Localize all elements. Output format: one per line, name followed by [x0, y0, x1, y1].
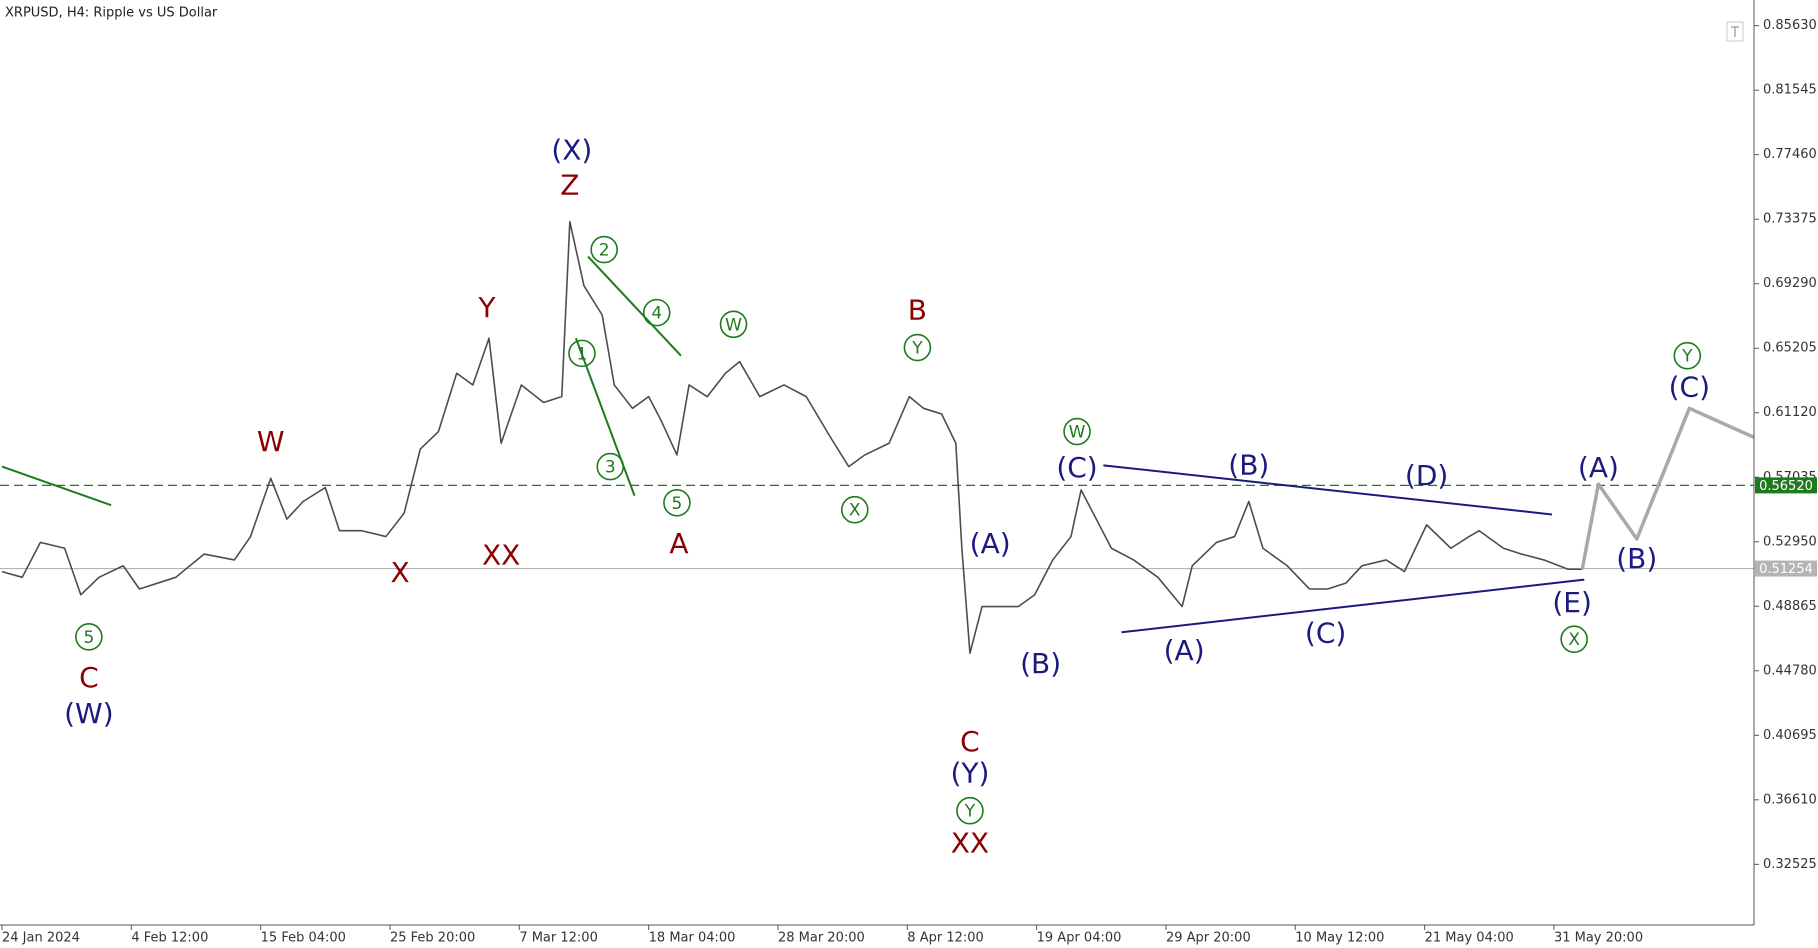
trade-button[interactable] — [1726, 21, 1744, 42]
wave-label: (B) — [1228, 449, 1269, 482]
x-tick-label: 18 Mar 04:00 — [649, 931, 736, 946]
wave-label: (X) — [551, 134, 592, 167]
wave-circle — [75, 623, 103, 651]
y-tick-label: 0.69290 — [1763, 276, 1817, 291]
trend-line — [1, 465, 112, 507]
y-tick-label: 0.85630 — [1763, 18, 1817, 33]
y-tick-label: 0.77460 — [1763, 147, 1817, 162]
wave-label: (A) — [970, 527, 1011, 560]
wave-label: 3 — [605, 458, 616, 478]
wave-label: X — [390, 556, 409, 589]
wave-label: X — [1568, 630, 1580, 650]
y-tick-label: 0.40695 — [1763, 728, 1817, 743]
wave-circle — [1063, 417, 1091, 446]
x-tick-label: 31 May 20:00 — [1554, 931, 1643, 946]
price-label-box — [1755, 560, 1817, 577]
wave-label: (E) — [1552, 586, 1592, 619]
x-tick-label: 24 Jan 2024 — [2, 931, 80, 946]
wave-circle — [956, 796, 984, 825]
trade-button-icon — [1731, 26, 1739, 37]
y-tick-label: 0.44780 — [1763, 663, 1817, 678]
wave-circle — [590, 235, 618, 264]
series — [1, 220, 1755, 655]
wave-label: (D) — [1405, 459, 1448, 492]
price-line-series — [1, 220, 1583, 655]
wave-label: W — [1069, 423, 1086, 443]
wave-label: (B) — [1616, 542, 1657, 575]
wave-circle — [568, 339, 596, 368]
wave-label: X — [849, 501, 861, 521]
wave-label: C — [79, 661, 99, 694]
wave-label: (A) — [1164, 634, 1205, 667]
wave-label: (C) — [1056, 451, 1097, 484]
y-tick-label: 0.32525 — [1763, 857, 1817, 872]
wave-label: (Y) — [950, 757, 989, 790]
wave-label: (A) — [1578, 451, 1619, 484]
x-tick-label: 7 Mar 12:00 — [519, 931, 598, 946]
wave-label: 5 — [672, 494, 683, 514]
y-tick-label: 0.36610 — [1763, 792, 1817, 807]
y-tick-label: 0.81545 — [1763, 83, 1817, 98]
wave-circle — [642, 298, 671, 327]
wave-label: W — [725, 315, 742, 335]
price-label-box — [1755, 477, 1817, 494]
price-label: 0.56520 — [1759, 479, 1813, 494]
y-tick-label: 0.48865 — [1763, 599, 1817, 614]
wave-circle — [840, 495, 869, 524]
wave-circle — [1673, 341, 1702, 370]
trend-line — [574, 337, 636, 497]
x-tick-label: 25 Feb 20:00 — [390, 931, 475, 946]
wave-circle — [903, 333, 932, 362]
wave-circle — [663, 488, 691, 517]
wave-label: W — [257, 425, 285, 458]
x-tick-label: 29 Apr 20:00 — [1166, 931, 1251, 946]
price-label: 0.51254 — [1759, 562, 1813, 577]
x-tick-label: 15 Feb 04:00 — [261, 931, 346, 946]
y-tick-label: 0.65205 — [1763, 341, 1817, 356]
wave-label: (C) — [1669, 370, 1710, 403]
wave-label: (W) — [64, 697, 114, 730]
wave-label: 5 — [83, 628, 94, 648]
x-tick-label: 28 Mar 20:00 — [778, 931, 865, 946]
x-tick-label: 8 Apr 12:00 — [907, 931, 984, 946]
wave-circle — [596, 452, 625, 481]
y-tick-label: 0.73375 — [1763, 212, 1817, 227]
x-tick-label: 19 Apr 04:00 — [1037, 931, 1122, 946]
wave-label: 2 — [599, 241, 610, 261]
wave-label: XX — [482, 538, 520, 571]
wave-label: B — [908, 294, 927, 327]
wave-circle — [719, 310, 748, 339]
wave-circle — [1560, 625, 1588, 654]
trend-line — [1103, 464, 1553, 516]
y-tick-label: 0.61120 — [1763, 405, 1817, 420]
axes: 0.85630 0.81545 0.77460 0.73375 0.69290 0.652… — [1, 18, 1817, 946]
wave-label: A — [669, 527, 688, 560]
x-tick-label: 10 May 12:00 — [1295, 931, 1384, 946]
price-lines — [0, 484, 1754, 570]
wave-label: Z — [560, 169, 579, 202]
trend-line — [1121, 578, 1585, 634]
y-tick-label: 0.52950 — [1763, 534, 1817, 549]
wave-label: Y — [964, 802, 976, 822]
x-tick-label: 4 Feb 12:00 — [131, 931, 208, 946]
wave-label: XX — [951, 827, 989, 860]
wave-label: C — [960, 725, 980, 758]
wave-label: Y — [911, 339, 923, 359]
x-tick-label: 21 May 04:00 — [1425, 931, 1514, 946]
trend-line — [587, 255, 682, 357]
price-line-series — [1580, 406, 1755, 570]
wave-label: 4 — [651, 304, 662, 324]
wave-label: 1 — [577, 344, 588, 364]
wave-labels: (X)Z24W135ABYXYXXWX5C(W)(A)(B)C(Y)YXXW(C… — [64, 134, 1710, 860]
wave-label: (C) — [1305, 616, 1346, 649]
wave-label: Y — [1681, 347, 1693, 367]
wave-label: Y — [477, 291, 496, 324]
chart-title: XRPUSD, H4: Ripple vs US Dollar — [5, 6, 218, 21]
trend-lines — [1, 255, 1585, 634]
wave-label: (B) — [1020, 647, 1061, 680]
